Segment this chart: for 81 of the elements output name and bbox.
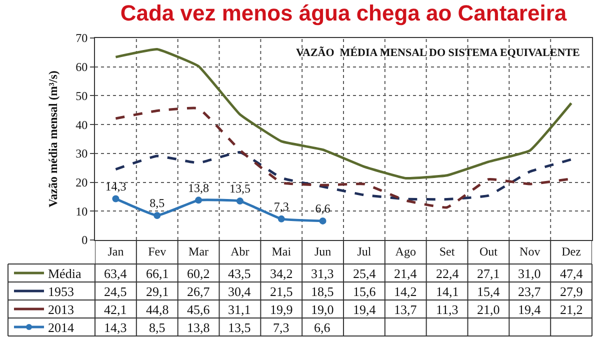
text: 13,8 [188,180,210,195]
data-label: 21,2 [560,302,583,317]
data-label: 66,1 [146,266,169,281]
x-tick-label: Set [439,244,456,258]
x-tick-label: Mar [188,244,209,258]
text: 8,5 [150,196,165,210]
point [154,212,161,219]
data-label: 14,1 [436,284,459,299]
data-label: 21,0 [477,302,500,317]
x-tick-label: Out [479,244,498,258]
data-label: 15,4 [477,284,500,299]
chart-title: Cada vez menos água chega ao Cantareira [120,0,568,26]
text: 13,5 [229,182,250,196]
data-label: 7,3 [273,320,290,335]
x-tick-label: Jan [108,244,124,258]
point [278,215,285,222]
data-label: 19,0 [311,302,334,317]
data-label: 30,4 [228,284,252,299]
data-label: 6,6 [314,320,331,335]
data-label: 15,6 [353,284,376,299]
data-label: 24,5 [104,284,127,299]
x-tick-label: Nov [520,244,540,258]
data-label: 26,7 [187,284,210,299]
y-tick-label: 0 [82,233,88,248]
y-tick-label: 60 [76,60,88,74]
y-tick-label: 30 [76,146,88,161]
legend-label: Média [48,266,82,281]
x-tick-label: Fev [148,244,166,258]
data-label: 8,5 [149,320,166,335]
text: 6,6 [315,202,330,216]
data-label: 13,5 [228,320,251,335]
data-label: 31,3 [311,266,334,281]
data-label: 19,4 [518,302,542,317]
data-label: 27,1 [477,266,500,281]
data-label: 18,5 [311,284,334,299]
legend-label: 2014 [48,320,74,335]
data-label: 11,3 [436,302,458,317]
data-label: 14,2 [394,284,417,299]
data-label: 43,5 [228,266,251,281]
data-label: 21,4 [394,266,418,281]
y-tick-label: 40 [76,118,88,132]
data-label: 19,4 [353,302,376,317]
data-label: 22,4 [436,266,460,281]
data-label: 31,0 [518,266,541,281]
y-axis-title: Vazão média mensal (m³/s) [46,70,60,208]
data-label: 47,4 [560,266,584,281]
data-label: 34,2 [270,266,293,281]
point [236,198,244,205]
y-tick-label: 70 [76,31,88,46]
point [319,217,326,224]
x-tick-label: Mai [272,244,292,258]
y-tick-label: 50 [76,88,88,103]
point [195,196,202,204]
y-tick-label: 10 [76,204,88,218]
data-label: 63,4 [104,266,128,281]
text: VAZÃO MÉDIA MENSAL DO SISTEMA EQUIVALENTE [296,46,580,59]
data-label: 23,7 [518,284,542,299]
data-label: 31,1 [228,302,251,317]
data-label: 19,9 [270,302,293,317]
x-tick-label: Ago [395,244,416,258]
data-label: 13,8 [187,320,210,335]
x-tick-label: Jul [357,244,372,258]
legend-label: 1953 [48,284,74,299]
data-label: 25,4 [353,266,376,281]
x-tick-label: Abr [230,244,250,258]
data-label: 44,8 [146,302,169,317]
data-label: 45,6 [187,302,210,317]
data-label: 27,9 [560,284,583,299]
legend-label: 2013 [48,302,74,317]
x-tick-label: Dez [562,244,581,258]
data-label: 29,1 [146,284,169,299]
point [112,195,120,202]
data-label: 21,5 [270,284,293,299]
data-label: 14,3 [104,320,127,335]
y-tick-label: 20 [76,175,88,190]
data-label: 13,7 [394,302,418,317]
data-label: 42,1 [104,302,127,317]
data-label: 60,2 [187,266,210,281]
x-tick-label: Jun [314,244,332,258]
text: 7,3 [274,200,289,214]
text: 14,3 [105,179,126,194]
